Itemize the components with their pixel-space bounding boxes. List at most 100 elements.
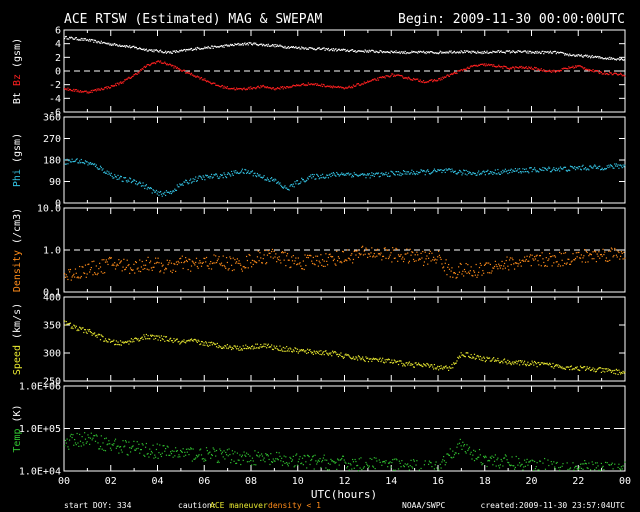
temp-point xyxy=(314,454,316,456)
mag-point xyxy=(303,48,305,50)
mag-point xyxy=(375,50,377,52)
temp-point xyxy=(124,440,127,442)
phi-point xyxy=(352,175,355,178)
mag-point xyxy=(131,75,133,78)
mag-point xyxy=(281,46,284,48)
speed-point xyxy=(277,349,279,351)
mag-point xyxy=(308,83,310,85)
speed-point xyxy=(458,355,461,357)
density-point xyxy=(124,268,127,270)
temp-point xyxy=(503,457,505,459)
phi-point xyxy=(544,167,547,170)
temp-point xyxy=(495,465,497,467)
density-point xyxy=(186,260,188,263)
mag-point xyxy=(542,50,544,53)
phi-point xyxy=(221,174,223,176)
temp-point xyxy=(611,462,613,464)
mag-point xyxy=(215,46,217,48)
speed-point xyxy=(176,338,178,340)
mag-point xyxy=(492,50,494,52)
mag-point xyxy=(341,87,343,89)
mag-point xyxy=(77,89,79,91)
speed-point xyxy=(421,365,423,367)
phi-point xyxy=(201,178,203,181)
density-point xyxy=(101,259,103,261)
mag-point xyxy=(138,72,140,74)
mag-point xyxy=(527,50,529,52)
phi-point xyxy=(608,164,610,166)
mag-point xyxy=(425,81,427,84)
phi-point xyxy=(444,171,446,174)
mag-point xyxy=(64,88,67,90)
phi-point xyxy=(99,168,101,170)
temp-point xyxy=(286,462,288,464)
mag-point xyxy=(414,51,416,53)
mag-point xyxy=(103,41,105,44)
temp-point xyxy=(135,448,137,450)
temp-point xyxy=(263,457,265,459)
phi-point xyxy=(160,190,162,193)
density-point xyxy=(523,256,526,258)
speed-point xyxy=(422,365,424,368)
phi-point xyxy=(145,184,148,186)
density-point xyxy=(443,270,446,272)
temp-point xyxy=(224,458,226,460)
speed-point xyxy=(74,325,76,327)
density-point xyxy=(196,265,198,268)
density-point xyxy=(220,262,223,264)
mag-point xyxy=(596,56,598,58)
speed-point xyxy=(474,358,476,360)
temp-point xyxy=(584,462,587,464)
mag-point xyxy=(320,48,322,51)
temp-point xyxy=(392,469,395,471)
temp-point xyxy=(119,446,122,448)
speed-point xyxy=(396,361,398,363)
mag-point xyxy=(554,50,556,53)
density-point xyxy=(280,262,282,264)
speed-point xyxy=(66,323,68,325)
mag-point xyxy=(336,86,339,88)
temp-point xyxy=(196,456,198,458)
temp-point xyxy=(526,458,528,460)
phi-point xyxy=(620,165,623,167)
mag-point xyxy=(352,87,354,89)
density-point xyxy=(281,252,283,254)
phi-point xyxy=(171,191,173,193)
mag-point xyxy=(261,45,264,47)
density-point xyxy=(559,251,561,254)
density-point xyxy=(180,261,183,264)
phi-point xyxy=(499,173,501,176)
density-point xyxy=(160,262,163,264)
speed-point xyxy=(579,369,581,372)
density-point xyxy=(372,255,375,257)
speed-point xyxy=(296,350,298,353)
mag-point xyxy=(411,50,413,52)
speed-point xyxy=(117,341,119,343)
mag-point xyxy=(331,87,334,89)
mag-point xyxy=(291,85,294,87)
mag-point xyxy=(585,68,587,70)
mag-point xyxy=(606,57,608,60)
speed-point xyxy=(414,362,416,364)
density-point xyxy=(291,260,294,262)
mag-point xyxy=(291,46,294,49)
mag-point xyxy=(268,87,270,89)
mag-point xyxy=(591,70,593,72)
mag-point xyxy=(174,50,176,52)
speed-point xyxy=(606,370,608,372)
phi-point xyxy=(265,179,267,181)
density-series-density xyxy=(64,245,626,281)
temp-point xyxy=(158,452,160,454)
phi-point xyxy=(421,169,423,172)
speed-point xyxy=(177,341,179,343)
phi-point xyxy=(375,172,377,175)
phi-point xyxy=(582,164,584,166)
speed-point xyxy=(262,345,264,347)
density-point xyxy=(520,265,522,267)
density-point xyxy=(202,261,204,264)
mag-point xyxy=(348,50,350,53)
speed-point xyxy=(324,350,326,353)
mag-point xyxy=(487,64,489,66)
mag-point xyxy=(221,46,223,48)
mag-point xyxy=(164,51,166,54)
